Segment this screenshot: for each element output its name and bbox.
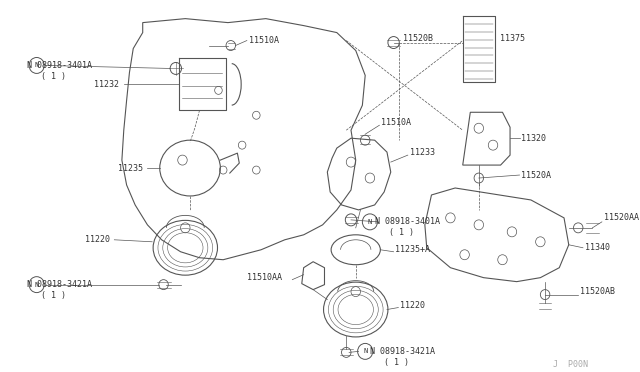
Text: 11520A: 11520A	[522, 170, 552, 180]
Text: N 08918-3401A: N 08918-3401A	[374, 217, 440, 227]
Text: 11520AB: 11520AB	[580, 287, 615, 296]
Text: 11510A: 11510A	[249, 36, 279, 45]
Text: 11510AA: 11510AA	[247, 273, 282, 282]
Text: 11510A: 11510A	[381, 118, 412, 127]
Text: ( 1 ): ( 1 )	[384, 358, 409, 367]
Text: ( 1 ): ( 1 )	[42, 72, 67, 81]
Text: J  P00N: J P00N	[553, 360, 588, 369]
Text: ( 1 ): ( 1 )	[389, 228, 414, 237]
Text: N: N	[363, 349, 367, 355]
Text: 11340: 11340	[585, 243, 610, 252]
Text: N: N	[35, 62, 39, 68]
Text: N: N	[368, 219, 372, 225]
Text: N: N	[35, 282, 39, 288]
Text: 11232: 11232	[94, 80, 119, 89]
Text: 11235+A: 11235+A	[396, 245, 431, 254]
Text: N 08918-3421A: N 08918-3421A	[370, 347, 435, 356]
Text: N 08918-3401A: N 08918-3401A	[28, 61, 92, 70]
Text: 11375: 11375	[500, 34, 525, 43]
Text: ( 1 ): ( 1 )	[42, 291, 67, 300]
Text: 11520B: 11520B	[403, 34, 433, 43]
Text: 11220: 11220	[400, 301, 425, 310]
Text: 11233: 11233	[410, 148, 435, 157]
Text: N 08918-3421A: N 08918-3421A	[28, 280, 92, 289]
Text: 11220: 11220	[84, 235, 109, 244]
Text: 11235: 11235	[118, 164, 143, 173]
Text: 11520AA: 11520AA	[604, 214, 639, 222]
Text: 11320: 11320	[522, 134, 547, 143]
